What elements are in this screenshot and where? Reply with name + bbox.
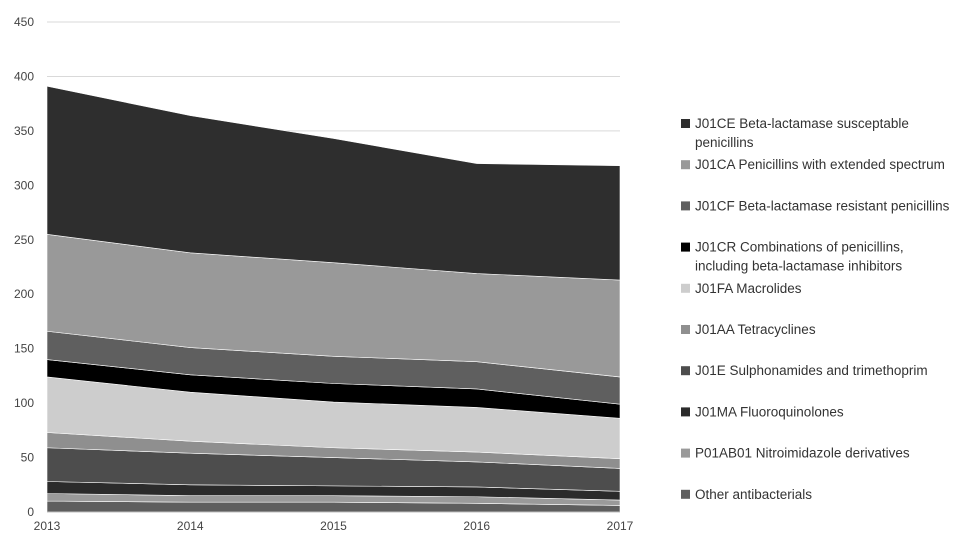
legend-item: J01CF Beta-lactamase resistant penicilli… xyxy=(681,198,950,213)
legend-label: J01CA Penicillins with extended spectrum xyxy=(695,157,945,172)
legend-item: J01AA Tetracyclines xyxy=(681,322,816,337)
legend-swatch xyxy=(681,201,690,211)
legend-label: Other antibacterials xyxy=(695,487,812,502)
legend-swatch xyxy=(681,489,690,499)
y-tick-label: 0 xyxy=(27,505,34,519)
legend-item: J01FA Macrolides xyxy=(681,281,802,296)
legend-swatch xyxy=(681,407,690,417)
x-tick-label: 2015 xyxy=(320,519,347,533)
legend-swatch xyxy=(681,160,690,170)
legend-item: P01AB01 Nitroimidazole derivatives xyxy=(681,446,910,461)
legend-item: Other antibacterials xyxy=(681,487,812,502)
legend-swatch xyxy=(681,448,690,458)
area-series-9 xyxy=(46,85,621,281)
legend: J01CE Beta-lactamase susceptable penicill… xyxy=(681,116,950,502)
legend-label: including beta-lactamase inhibitors xyxy=(695,259,902,274)
y-tick-label: 150 xyxy=(14,342,34,356)
legend-item: J01MA Fluoroquinolones xyxy=(681,404,844,419)
legend-item: J01CR Combinations of penicillins, includ… xyxy=(681,240,904,274)
legend-item: J01E Sulphonamides and trimethoprim xyxy=(681,363,928,378)
y-tick-label: 50 xyxy=(21,451,35,465)
x-tick-label: 2014 xyxy=(177,519,204,533)
y-tick-label: 450 xyxy=(14,15,34,29)
legend-swatch xyxy=(681,242,690,252)
legend-swatch xyxy=(681,119,690,128)
y-tick-label: 250 xyxy=(14,233,34,247)
y-tick-label: 300 xyxy=(14,178,34,192)
legend-swatch xyxy=(681,366,690,376)
y-tick-label: 200 xyxy=(14,287,34,301)
legend-item: J01CA Penicillins with extended spectrum xyxy=(681,157,945,172)
legend-label: J01CF Beta-lactamase resistant penicilli… xyxy=(695,198,950,213)
x-tick-label: 2016 xyxy=(463,519,490,533)
y-tick-label: 350 xyxy=(14,124,34,138)
legend-label: J01AA Tetracyclines xyxy=(695,322,816,337)
legend-item: J01CE Beta-lactamase susceptable penicill… xyxy=(681,116,909,150)
legend-swatch xyxy=(681,325,690,334)
legend-label: J01CR Combinations of penicillins, xyxy=(695,240,904,255)
x-tick-label: 2013 xyxy=(34,519,61,533)
legend-swatch xyxy=(681,283,690,293)
y-tick-label: 400 xyxy=(14,69,34,83)
legend-label: J01CE Beta-lactamase susceptable xyxy=(695,116,909,131)
legend-label: P01AB01 Nitroimidazole derivatives xyxy=(695,446,910,461)
x-tick-label: 2017 xyxy=(607,519,634,533)
area-series xyxy=(46,85,621,513)
y-tick-label: 100 xyxy=(14,396,34,410)
axes: 0 50 100 150 200 250 300 350 400 450 2013 2014 2015 2… xyxy=(14,15,634,533)
legend-label: J01MA Fluoroquinolones xyxy=(695,404,844,419)
legend-label: J01FA Macrolides xyxy=(695,281,802,296)
legend-label: penicillins xyxy=(695,135,754,150)
legend-label: J01E Sulphonamides and trimethoprim xyxy=(695,363,928,378)
